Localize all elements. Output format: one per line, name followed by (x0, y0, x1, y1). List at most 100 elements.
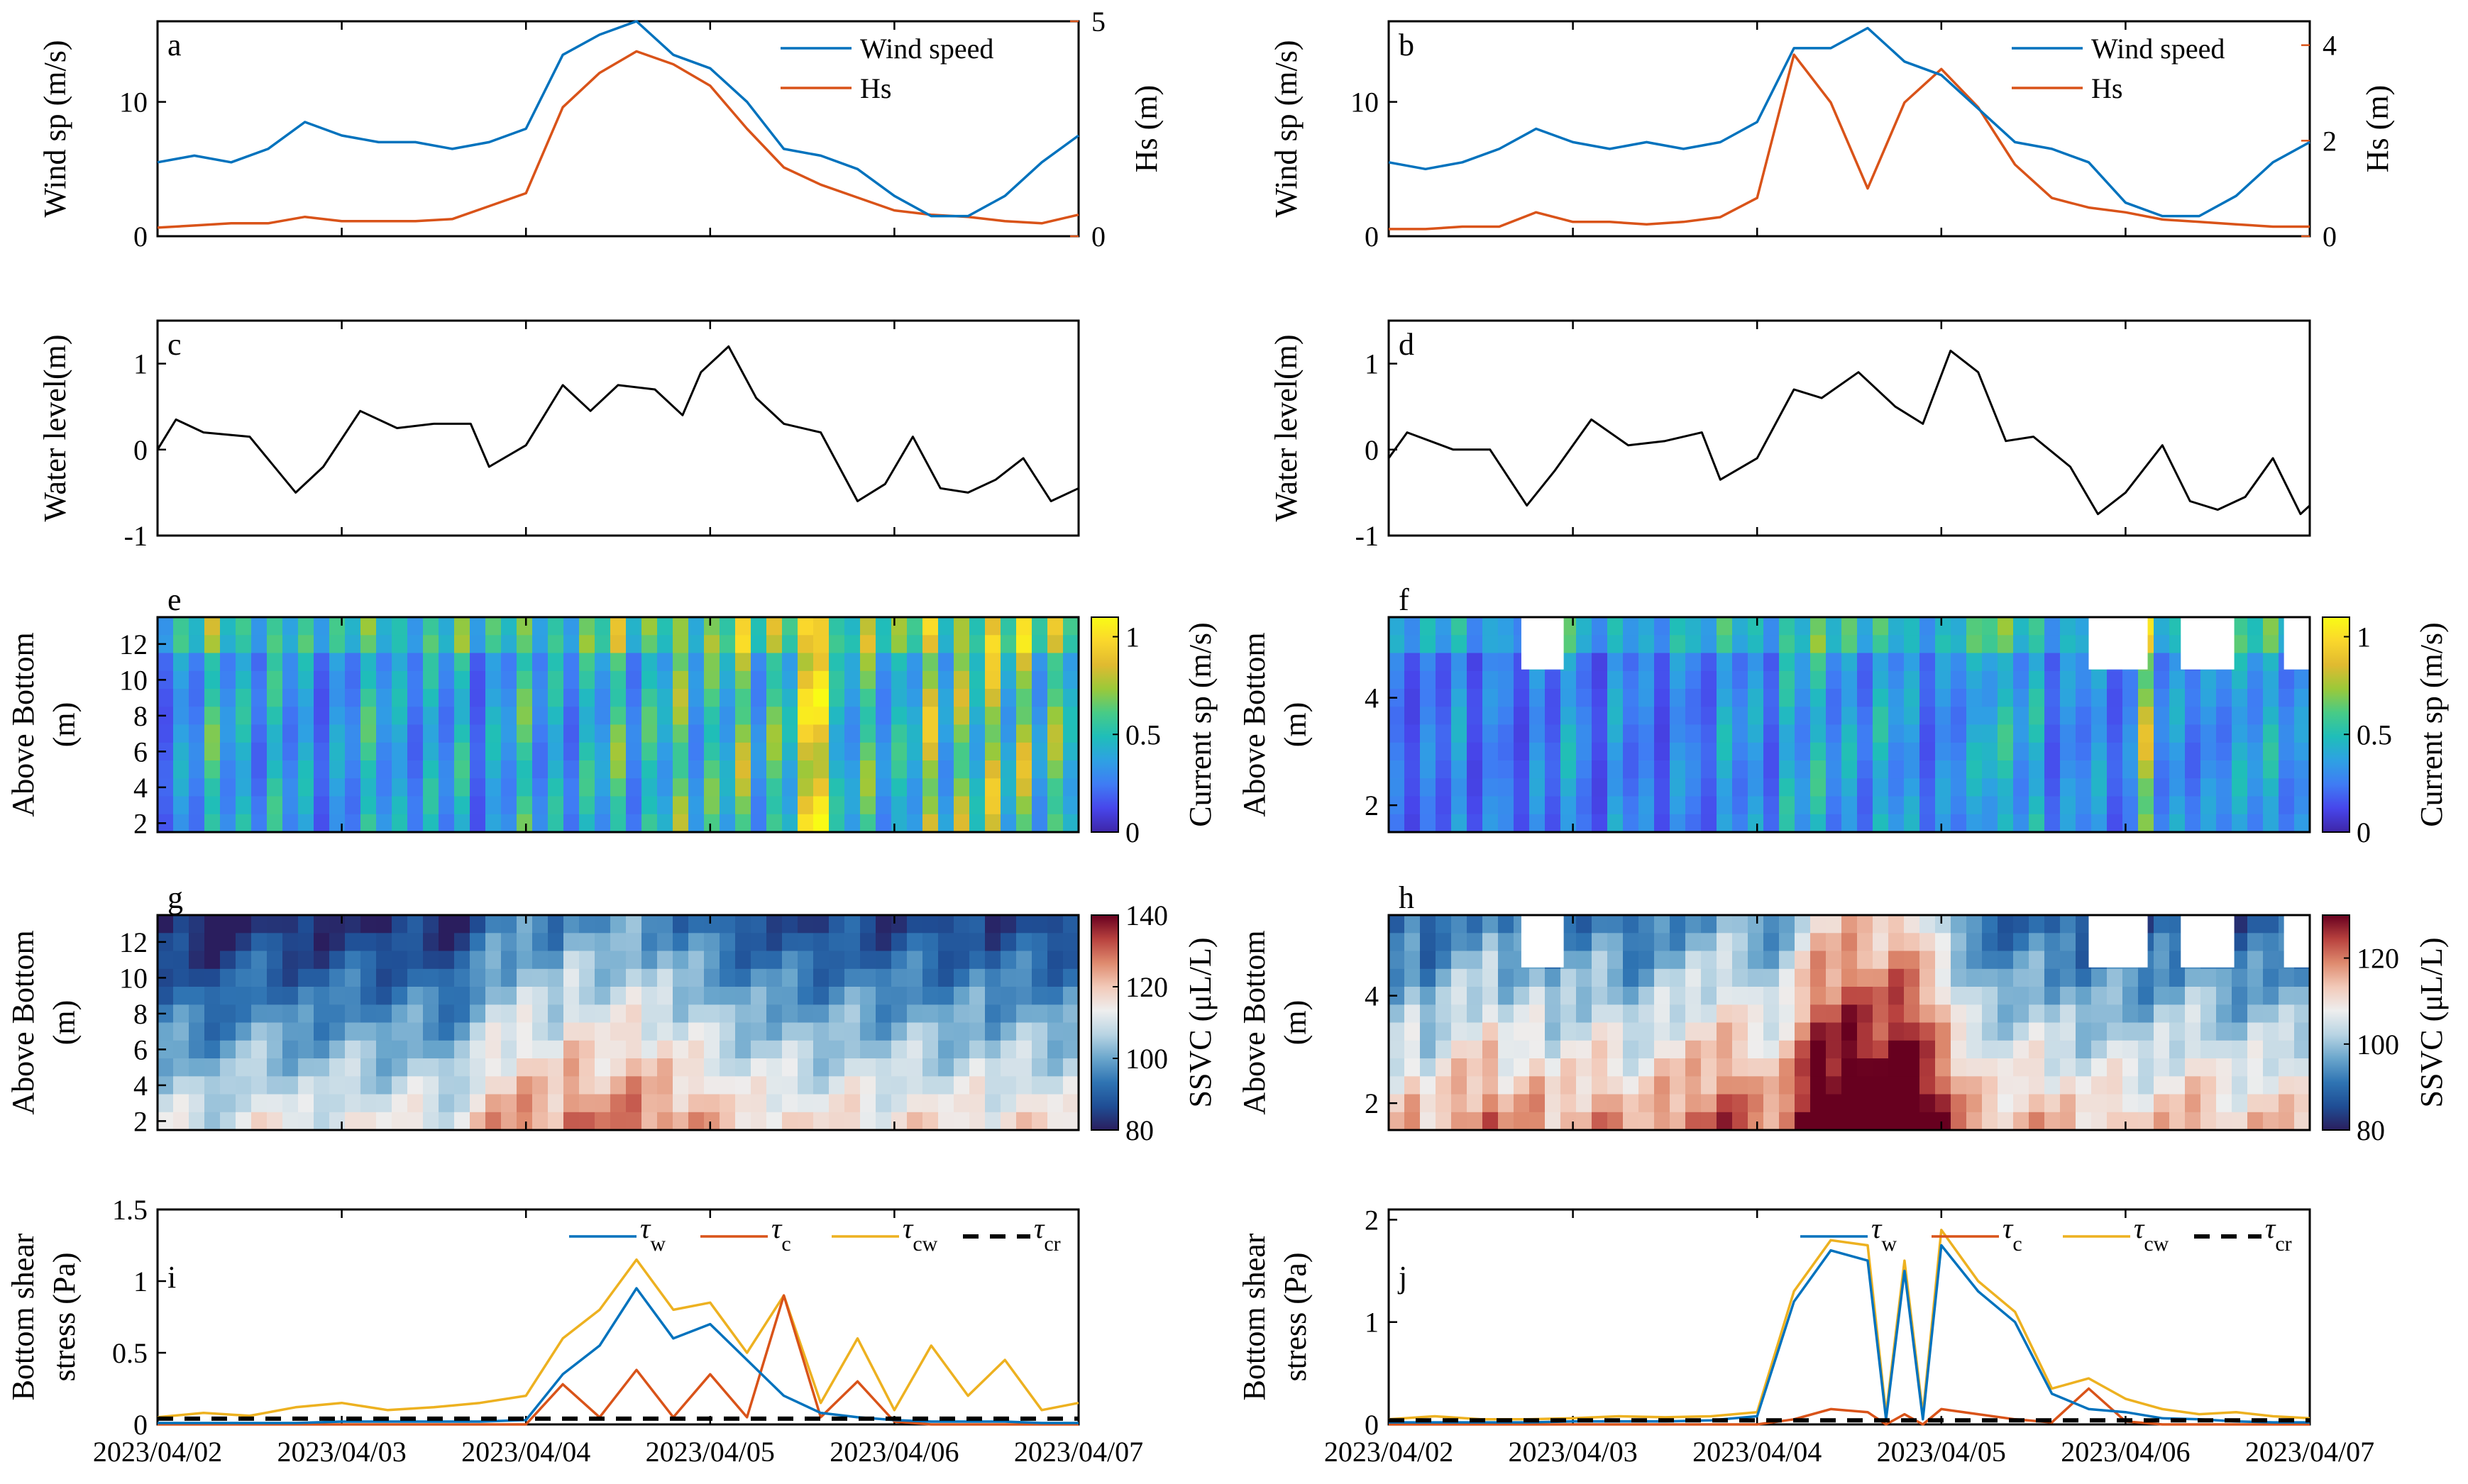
heatmap-cell (1670, 724, 1686, 743)
heatmap-cell (2013, 1058, 2029, 1078)
colorbar-tick-label: 140 (1125, 899, 1168, 931)
heatmap-cell (439, 968, 455, 988)
heatmap-cell (2091, 689, 2108, 708)
heatmap-cell (1001, 1004, 1017, 1024)
heatmap-cell (532, 1076, 549, 1095)
heatmap-cell (704, 814, 720, 832)
heatmap-cell (798, 670, 814, 690)
heatmap-cell (1016, 1076, 1032, 1095)
heatmap-cell (1467, 724, 1483, 743)
heatmap-cell (267, 742, 283, 762)
heatmap-cell (1623, 617, 1639, 636)
heatmap-cell (1779, 653, 1795, 672)
heatmap-cell (1779, 1004, 1795, 1024)
heatmap-cell (282, 796, 299, 815)
heatmap-cell (985, 1076, 1001, 1095)
heatmap-cell (813, 670, 830, 690)
heatmap-cell (1998, 689, 2014, 708)
heatmap-cell (1732, 1094, 1748, 1113)
heatmap-cell (922, 987, 939, 1006)
heatmap-cell (1654, 933, 1670, 952)
heatmap-cell (1857, 689, 1873, 708)
heatmap-cell (1670, 1112, 1686, 1130)
heatmap-cell (2185, 689, 2201, 708)
heatmap-cell (1795, 1022, 1811, 1041)
heatmap-cell (1545, 742, 1561, 762)
heatmap-cell (1888, 653, 1905, 672)
heatmap-cell (798, 760, 814, 780)
heatmap-cell (236, 1094, 252, 1113)
heatmap-cell (1560, 635, 1577, 654)
heatmap-cell (2091, 707, 2108, 726)
heatmap-cell (1498, 707, 1514, 726)
heatmap-cell (1498, 796, 1514, 815)
heatmap-cell (626, 987, 642, 1006)
heatmap-cell (173, 814, 189, 832)
heatmap-cell (751, 1004, 767, 1024)
heatmap-cell (2247, 617, 2264, 636)
heatmap-cell (2279, 707, 2295, 726)
heatmap-cell (2294, 814, 2310, 832)
heatmap-cell (766, 915, 783, 934)
heatmap-cell (1389, 1040, 1405, 1060)
heatmap-cell (1982, 760, 1998, 780)
heatmap-cell (329, 951, 346, 970)
heatmap-cell (782, 742, 798, 762)
heatmap-cell (1436, 915, 1452, 934)
heatmap-cell (1451, 915, 1467, 934)
heatmap-cell (969, 689, 986, 708)
heatmap-cell (204, 968, 221, 988)
heatmap-cell (1826, 617, 1842, 636)
y-axis-label: stress (Pa) (1278, 1252, 1313, 1381)
heatmap-cell (314, 670, 330, 690)
heatmap-cell (626, 670, 642, 690)
heatmap-cell (751, 724, 767, 743)
heatmap-cell (876, 617, 892, 636)
heatmap-cell (922, 670, 939, 690)
heatmap-cell (844, 1022, 861, 1041)
legend-label-hs: Hs (860, 72, 891, 104)
heatmap-cell (548, 760, 564, 780)
heatmap-cell (376, 951, 392, 970)
heatmap-cell (501, 814, 517, 832)
heatmap-cell (1467, 670, 1483, 690)
heatmap-cell (1032, 1112, 1048, 1130)
heatmap-cell (813, 1058, 830, 1078)
heatmap-cell (1420, 635, 1436, 654)
heatmap-cell (1638, 653, 1655, 672)
heatmap-cell (1935, 670, 1951, 690)
heatmap-cell (2107, 814, 2123, 832)
heatmap-cell (1966, 987, 1983, 1006)
heatmap-cell (766, 689, 783, 708)
heatmap-cell (1592, 1040, 1608, 1060)
heatmap-cell (470, 724, 486, 743)
heatmap-cell (938, 653, 954, 672)
heatmap-cell (298, 670, 314, 690)
heatmap-cell (1748, 1112, 1764, 1130)
series-line-hs (157, 50, 1079, 229)
heatmap-cell (517, 933, 533, 952)
heatmap-cell (2263, 617, 2279, 636)
heatmap-cell (1935, 635, 1951, 654)
heatmap-cell (1998, 742, 2014, 762)
heatmap-cell (345, 707, 361, 726)
heatmap-cell (251, 951, 268, 970)
heatmap-cell (1607, 742, 1624, 762)
no-data-region (2088, 618, 2148, 670)
heatmap-cell (595, 1040, 611, 1060)
y-axis-label: Bottom shear (6, 1233, 40, 1400)
heatmap-cell (2044, 742, 2061, 762)
heatmap-cell (1810, 635, 1827, 654)
heatmap-cell (2247, 915, 2264, 934)
heatmap-cell (2279, 1040, 2295, 1060)
heatmap-cell (1685, 814, 1702, 832)
heatmap-cell (1670, 653, 1686, 672)
heatmap-cell (2216, 987, 2232, 1006)
heatmap-cell (2216, 814, 2232, 832)
heatmap-cell (1873, 1058, 1889, 1078)
heatmap-cell (1670, 778, 1686, 797)
heatmap-cell (782, 933, 798, 952)
heatmap-cell (1998, 778, 2014, 797)
heatmap-cell (2263, 968, 2279, 988)
heatmap-cell (688, 1094, 705, 1113)
